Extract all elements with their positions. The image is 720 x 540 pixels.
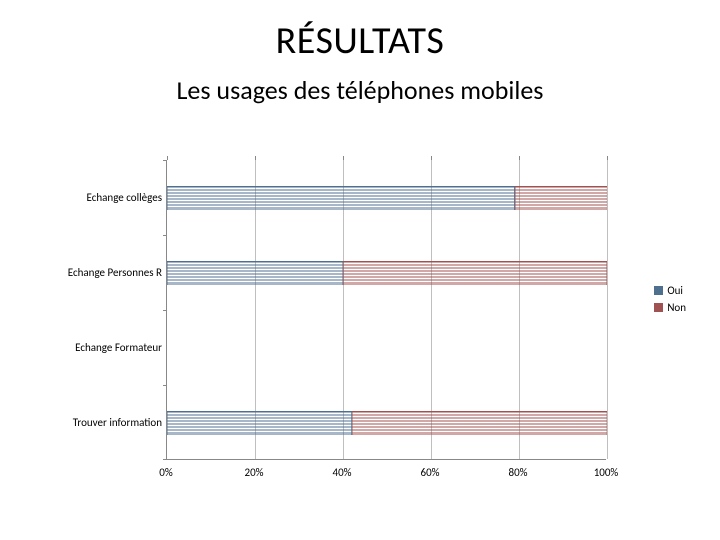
x-axis-label: 0% [159, 466, 172, 479]
category-label: Echange Personnes R [40, 266, 162, 278]
x-axis-label: 60% [420, 466, 439, 479]
chart-legend: Oui Non [654, 280, 686, 318]
page-title: RÉSULTATS [0, 0, 720, 64]
usage-chart: Oui Non 0% 20% 40% 60% 80% 100% Echange collège… [36, 160, 684, 500]
y-axis-tick [163, 385, 167, 386]
chart-tick [167, 156, 168, 160]
chart-gridline [607, 160, 608, 459]
chart-bar-segment [515, 186, 607, 210]
y-axis-tick [163, 160, 167, 161]
legend-label: Oui [667, 284, 683, 297]
x-axis-label: 20% [244, 466, 263, 479]
y-axis-tick [163, 235, 167, 236]
legend-swatch [654, 303, 663, 312]
chart-tick [607, 156, 608, 160]
category-label: Trouver information [40, 416, 162, 428]
legend-swatch [654, 286, 663, 295]
chart-plot-area [166, 160, 606, 460]
chart-tick [431, 156, 432, 160]
chart-bar-segment [352, 411, 607, 435]
legend-item: Non [654, 301, 686, 314]
chart-bar-segment [343, 261, 607, 285]
chart-bar-segment [167, 261, 343, 285]
x-axis-label: 80% [508, 466, 527, 479]
legend-label: Non [667, 301, 686, 314]
y-axis-tick [163, 310, 167, 311]
chart-tick [519, 156, 520, 160]
x-axis-label: 40% [332, 466, 351, 479]
chart-bar-segment [167, 186, 515, 210]
x-axis-label: 100% [594, 466, 619, 479]
chart-tick [255, 156, 256, 160]
legend-item: Oui [654, 284, 686, 297]
page-subtitle: Les usages des téléphones mobiles [0, 64, 720, 106]
category-label: Echange collèges [40, 191, 162, 203]
chart-tick [343, 156, 344, 160]
y-axis-tick [163, 459, 167, 460]
chart-bar-segment [167, 411, 352, 435]
category-label: Echange Formateur [40, 341, 162, 353]
